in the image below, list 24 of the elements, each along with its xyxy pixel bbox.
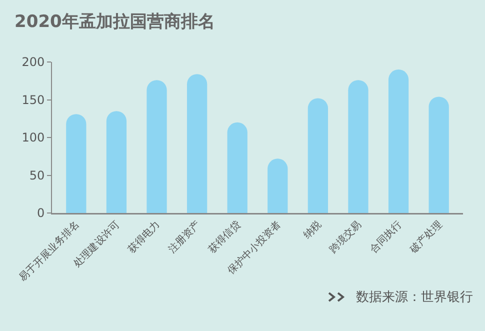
bar bbox=[227, 122, 248, 213]
bar bbox=[186, 74, 208, 213]
bar bbox=[348, 80, 368, 213]
x-tick-label: 跨境交易 bbox=[327, 218, 364, 256]
bar bbox=[388, 70, 409, 213]
x-tick-label: 合同执行 bbox=[367, 218, 404, 256]
y-tick-label: 150 bbox=[22, 92, 45, 107]
bar bbox=[66, 114, 86, 213]
x-tick-label: 注册资产 bbox=[166, 218, 203, 256]
bar bbox=[268, 158, 288, 213]
bar bbox=[428, 96, 449, 213]
source-note: 数据来源：世界银行 bbox=[356, 289, 473, 306]
y-tick-label: 0 bbox=[36, 206, 45, 220]
bar bbox=[146, 80, 167, 213]
x-tick-label: 获得电力 bbox=[126, 218, 162, 256]
y-tick-label: 200 bbox=[22, 55, 45, 70]
bar bbox=[106, 111, 127, 213]
chart-title: 2020年孟加拉国营商排名 bbox=[14, 12, 215, 32]
y-tick-label: 100 bbox=[22, 130, 45, 145]
x-tick-label: 纳税 bbox=[300, 218, 324, 242]
x-tick-label: 破产处理 bbox=[407, 218, 444, 256]
bar bbox=[308, 98, 328, 213]
y-tick-label: 50 bbox=[29, 168, 45, 182]
x-tick-label: 获得信贷 bbox=[206, 218, 244, 256]
